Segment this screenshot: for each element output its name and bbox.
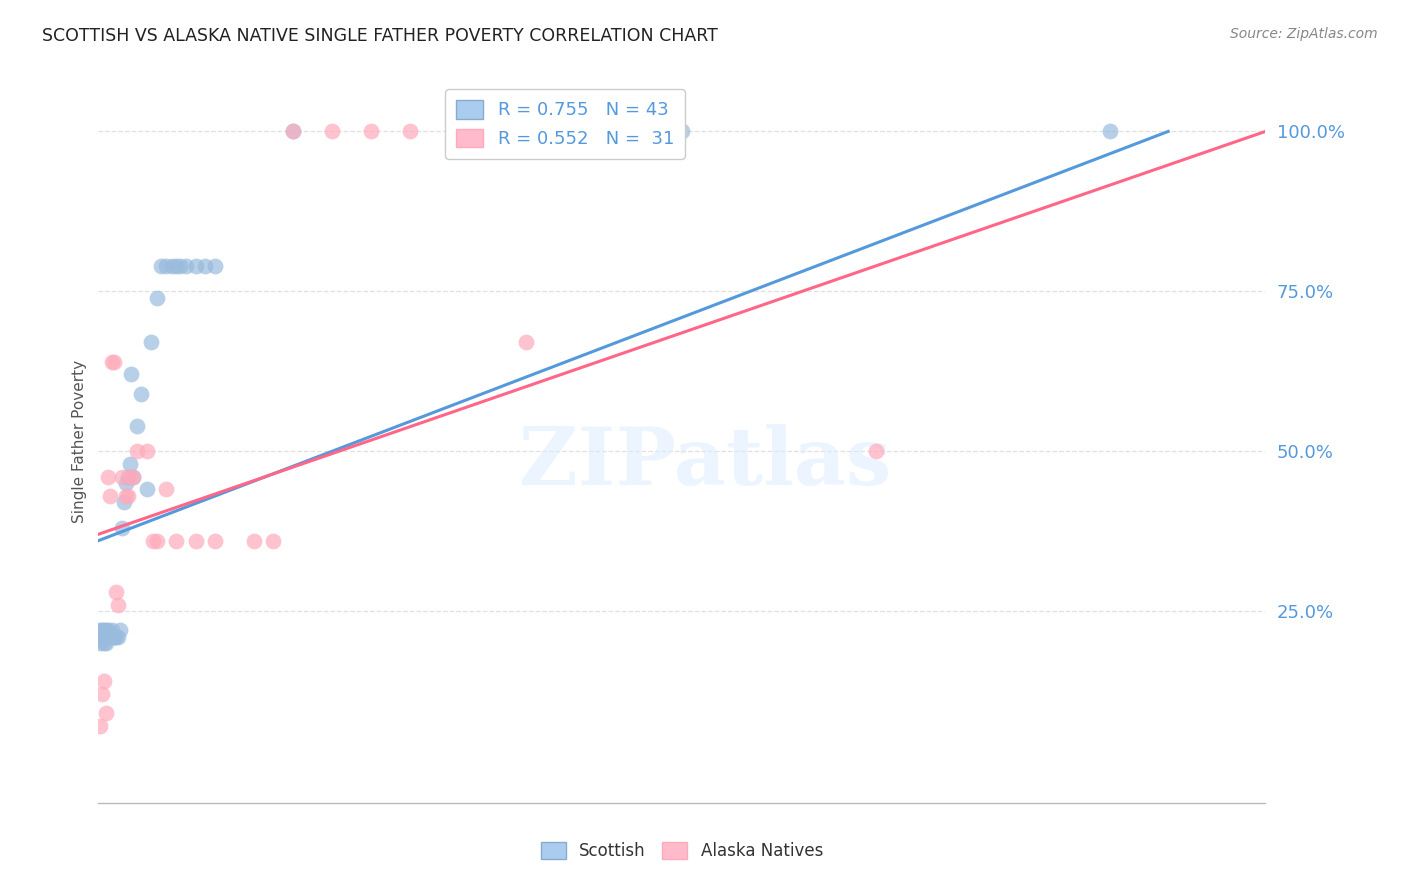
Point [89, 719, 111, 733]
Point [107, 630, 129, 644]
Point [243, 533, 266, 548]
Point [89, 623, 111, 637]
Point [204, 259, 226, 273]
Point [96, 623, 118, 637]
Point [89, 630, 111, 644]
Point [281, 124, 304, 138]
Point [142, 533, 165, 548]
Point [121, 368, 143, 382]
Text: SCOTTISH VS ALASKA NATIVE SINGLE FATHER POVERTY CORRELATION CHART: SCOTTISH VS ALASKA NATIVE SINGLE FATHER … [42, 27, 718, 45]
Point [118, 457, 141, 471]
Text: Source: ZipAtlas.com: Source: ZipAtlas.com [1230, 27, 1378, 41]
Point [98, 489, 121, 503]
Point [122, 469, 145, 483]
Point [93, 674, 115, 689]
Point [204, 533, 226, 548]
Point [398, 124, 420, 138]
Point [155, 259, 177, 273]
Point [515, 124, 537, 138]
Point [112, 495, 135, 509]
Point [97, 469, 120, 483]
Point [111, 521, 134, 535]
Legend: Scottish, Alaska Natives: Scottish, Alaska Natives [534, 835, 830, 867]
Point [194, 259, 217, 273]
Text: ZIPatlas: ZIPatlas [519, 425, 891, 502]
Point [93, 623, 115, 637]
Point [91, 630, 114, 644]
Point [114, 489, 136, 503]
Point [139, 335, 162, 350]
Point [103, 630, 125, 644]
Point [104, 584, 127, 599]
Point [96, 636, 118, 650]
Point [262, 533, 284, 548]
Point [98, 630, 121, 644]
Point [184, 533, 207, 548]
Point [117, 489, 139, 503]
Point [127, 444, 149, 458]
Point [136, 483, 159, 497]
Point [114, 476, 136, 491]
Point [515, 335, 537, 350]
Point [97, 630, 120, 644]
Point [107, 598, 129, 612]
Point [103, 630, 125, 644]
Point [155, 483, 177, 497]
Point [111, 469, 134, 483]
Point [104, 630, 127, 644]
Point [117, 469, 139, 483]
Point [89, 636, 111, 650]
Point [162, 259, 184, 273]
Point [149, 259, 172, 273]
Point [184, 259, 207, 273]
Point [281, 124, 304, 138]
Point [91, 623, 114, 637]
Point [865, 444, 887, 458]
Point [321, 124, 343, 138]
Point [165, 259, 187, 273]
Point [146, 291, 169, 305]
Point [146, 533, 169, 548]
Point [671, 124, 693, 138]
Point [169, 259, 191, 273]
Point [1098, 124, 1121, 138]
Point [93, 636, 115, 650]
Point [118, 469, 141, 483]
Point [101, 354, 124, 368]
Point [101, 623, 124, 637]
Point [103, 354, 125, 368]
Point [91, 687, 114, 701]
Y-axis label: Single Father Poverty: Single Father Poverty [72, 360, 87, 523]
Point [360, 124, 382, 138]
Point [174, 259, 197, 273]
Point [136, 444, 159, 458]
Point [96, 706, 118, 721]
Point [122, 469, 145, 483]
Point [127, 418, 149, 433]
Point [129, 386, 152, 401]
Point [97, 623, 120, 637]
Point [108, 623, 131, 637]
Point [165, 533, 187, 548]
